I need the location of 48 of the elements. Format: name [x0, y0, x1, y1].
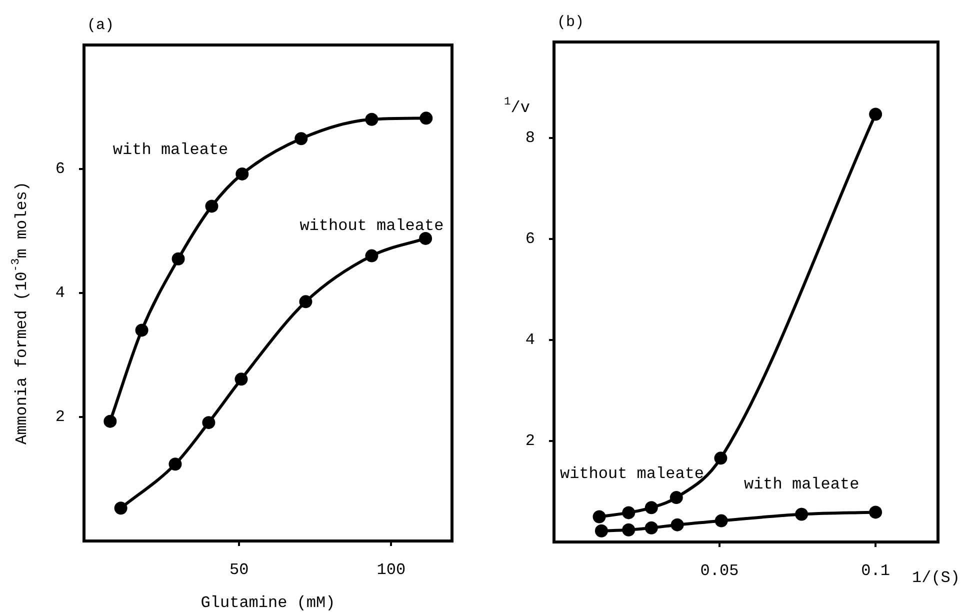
point — [869, 108, 882, 121]
point — [795, 508, 808, 521]
point — [419, 232, 432, 245]
point — [420, 112, 433, 125]
point — [869, 506, 882, 519]
point — [168, 458, 182, 471]
y-tick-label: 6 — [525, 230, 535, 248]
point — [622, 523, 636, 536]
x-axis-title: 1/(S) — [912, 569, 960, 588]
series-label: with maleate — [112, 141, 228, 160]
point — [644, 521, 658, 534]
point — [294, 132, 308, 146]
point — [670, 491, 683, 504]
point — [365, 249, 378, 262]
chart-title: (a) — [87, 16, 114, 34]
x-tick-label: 100 — [376, 560, 406, 579]
point — [114, 502, 128, 515]
point — [135, 324, 148, 337]
point — [236, 167, 249, 180]
point — [104, 414, 117, 428]
point — [644, 501, 658, 514]
point — [714, 452, 728, 465]
point — [202, 416, 216, 430]
point — [670, 518, 684, 532]
y-tick-label: 6 — [55, 160, 65, 178]
y-tick-label: 4 — [55, 284, 65, 302]
point — [594, 524, 608, 538]
series-label: without maleate — [560, 464, 704, 483]
point — [592, 510, 606, 524]
point — [172, 252, 185, 266]
x-tick-label: 0.05 — [700, 562, 739, 580]
point — [622, 506, 636, 520]
series-label: without maleate — [300, 217, 444, 236]
y-tick-label: 2 — [55, 408, 65, 426]
x-axis-title: Glutamine (mM) — [200, 594, 336, 612]
point — [365, 112, 378, 126]
chart-title: (b) — [557, 14, 584, 31]
x-tick-label: 0.1 — [861, 562, 890, 580]
x-tick-label: 50 — [230, 560, 249, 579]
point — [234, 372, 248, 386]
y-tick-label: 8 — [525, 129, 535, 148]
point — [299, 295, 312, 308]
y-axis-title: Ammonia formed (10-3m moles) — [10, 181, 32, 445]
y-tick-label: 2 — [525, 432, 535, 450]
y-tick-label: 4 — [525, 331, 535, 350]
point — [714, 514, 728, 528]
point — [205, 200, 218, 213]
series-label: with maleate — [744, 475, 860, 494]
